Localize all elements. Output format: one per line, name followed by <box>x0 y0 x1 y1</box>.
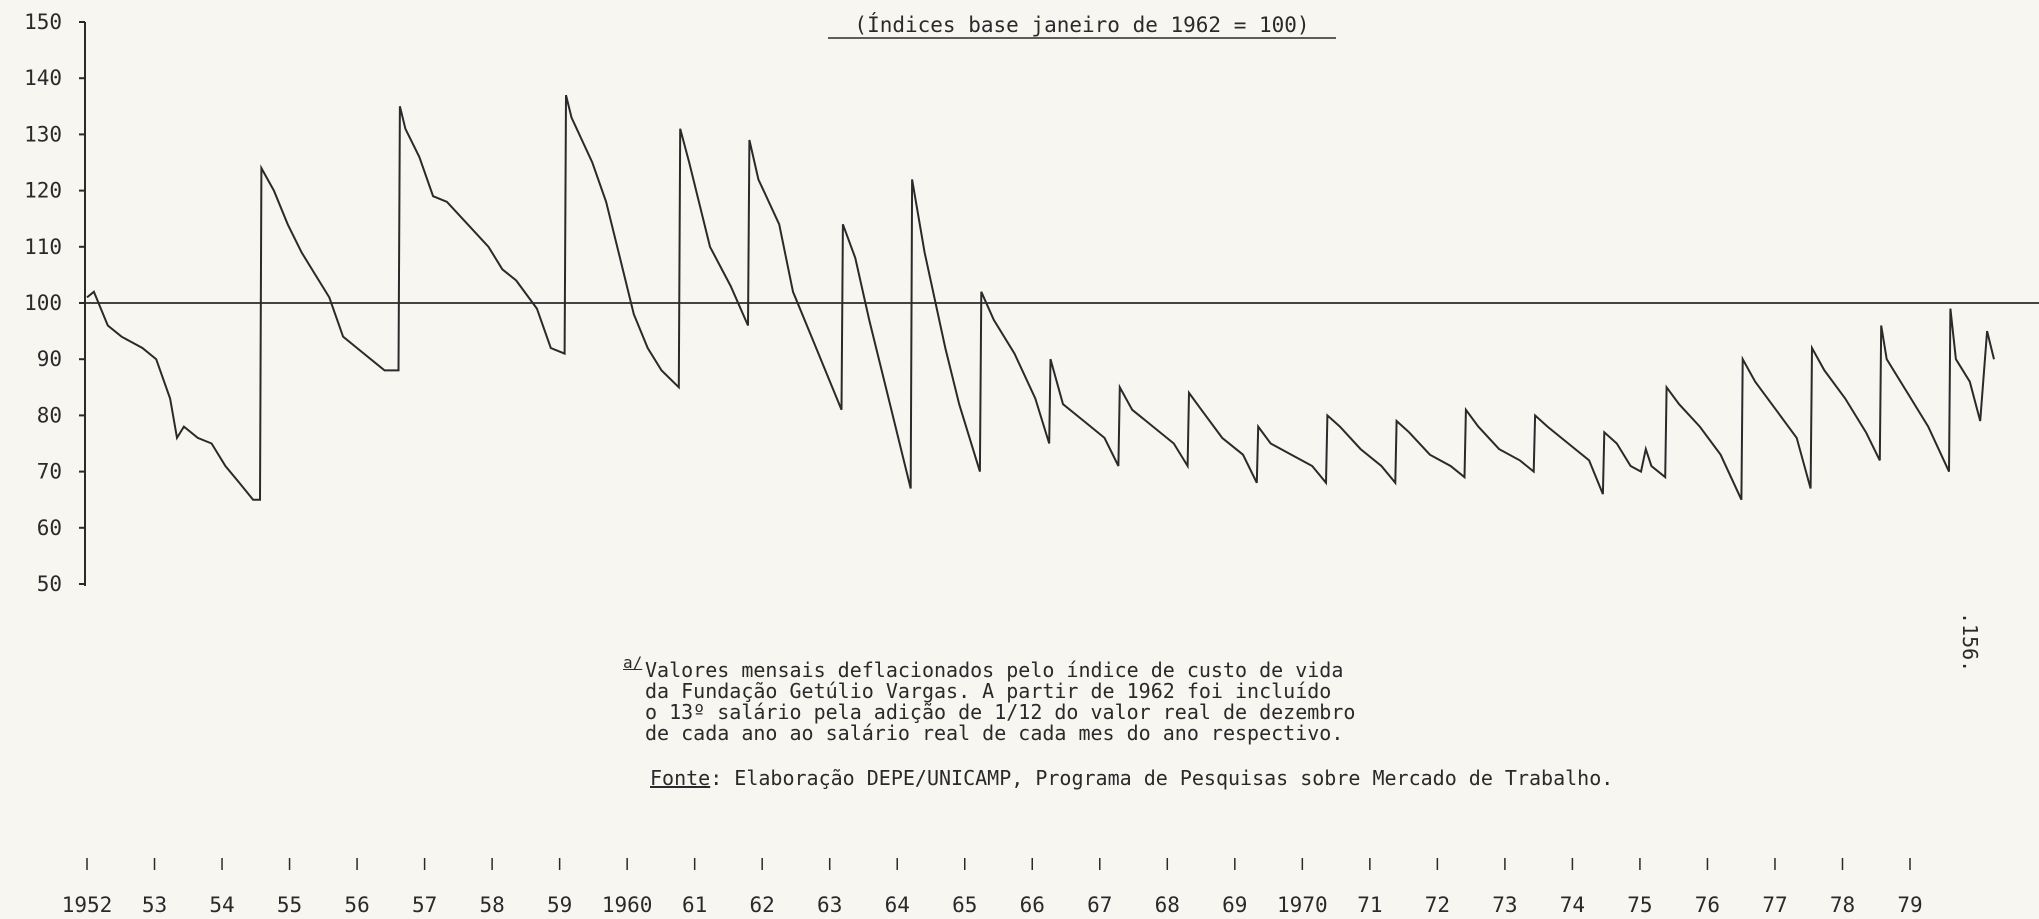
x-tick-label: 58 <box>479 893 504 917</box>
x-tick-label: 1960 <box>602 893 653 917</box>
x-tick-label: 61 <box>682 893 707 917</box>
footnote: a/Valores mensais deflacionados pelo índ… <box>623 653 1356 745</box>
x-tick-label: 64 <box>885 893 910 917</box>
source-text: : Elaboração DEPE/UNICAMP, Programa de P… <box>710 766 1614 790</box>
y-tick-label: 50 <box>37 572 62 596</box>
x-tick-label: 69 <box>1222 893 1247 917</box>
page-number: .156. <box>1958 612 1982 673</box>
y-axis-labels: 150 140 130 120 110 100 90 80 70 60 50 <box>24 10 62 596</box>
y-axis-ticks <box>79 21 85 585</box>
x-tick-label: 73 <box>1492 893 1517 917</box>
footnote-line: da Fundação Getúlio Vargas. A partir de … <box>645 679 1332 703</box>
x-tick-label: 72 <box>1425 893 1450 917</box>
y-tick-label: 80 <box>37 403 62 427</box>
x-tick-label: 63 <box>817 893 842 917</box>
series-line <box>86 94 1995 501</box>
chart-title: (Índices base janeiro de 1962 = 100) <box>854 12 1309 37</box>
x-tick-label: 78 <box>1830 893 1855 917</box>
y-tick-label: 90 <box>37 347 62 371</box>
x-tick-label: 53 <box>142 893 167 917</box>
x-tick-label: 67 <box>1087 893 1112 917</box>
source-note: Fonte: Elaboração DEPE/UNICAMP, Programa… <box>650 766 1613 790</box>
x-tick-label: 1970 <box>1277 893 1328 917</box>
x-axis-ticks <box>86 858 1911 870</box>
x-tick-label: 59 <box>547 893 572 917</box>
footnote-line: o 13º salário pela adição de 1/12 do val… <box>645 700 1356 724</box>
x-tick-label: 68 <box>1155 893 1180 917</box>
y-tick-label: 140 <box>24 66 62 90</box>
x-tick-label: 77 <box>1762 893 1787 917</box>
x-tick-label: 65 <box>952 893 977 917</box>
x-tick-label: 55 <box>277 893 302 917</box>
y-tick-label: 110 <box>24 235 62 259</box>
footnote-marker: a/ <box>623 653 643 672</box>
x-tick-label: 75 <box>1627 893 1652 917</box>
y-tick-label: 130 <box>24 122 62 146</box>
y-tick-label: 120 <box>24 179 62 203</box>
x-tick-label: 54 <box>209 893 234 917</box>
x-tick-label: 57 <box>412 893 437 917</box>
x-tick-label: 76 <box>1695 893 1720 917</box>
x-tick-label: 66 <box>1020 893 1045 917</box>
footnote-line: de cada ano ao salário real de cada mes … <box>645 721 1344 745</box>
y-tick-label: 70 <box>37 460 62 484</box>
footnote-line: Valores mensais deflacionados pelo índic… <box>645 658 1344 682</box>
y-tick-label: 60 <box>37 516 62 540</box>
x-tick-label: 56 <box>344 893 369 917</box>
x-tick-label: 74 <box>1560 893 1585 917</box>
x-tick-label: 71 <box>1357 893 1382 917</box>
y-tick-label: 150 <box>24 10 62 34</box>
x-tick-label: 62 <box>750 893 775 917</box>
x-tick-label: 1952 <box>62 893 113 917</box>
y-tick-label: 100 <box>24 291 62 315</box>
x-axis-labels: 1952 53 54 55 56 57 58 59 1960 61 62 63 64 65 66 67 68 69… <box>62 893 1923 917</box>
source-label: Fonte <box>650 766 711 790</box>
x-tick-label: 79 <box>1897 893 1922 917</box>
